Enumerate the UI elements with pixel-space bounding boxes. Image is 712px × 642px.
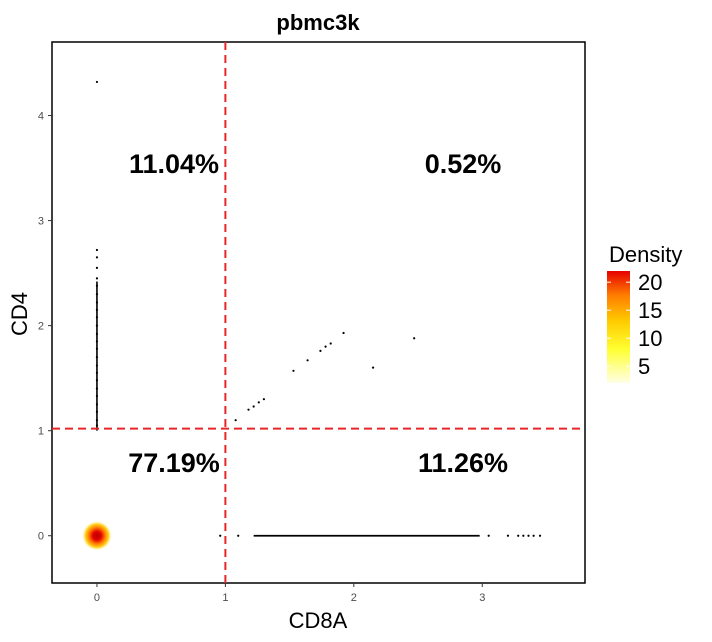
data-point: [319, 349, 322, 352]
x-axis-ticks: 0 1 2 3: [94, 583, 485, 604]
x-tick-label: 0: [94, 592, 100, 604]
y-axis-title: CD4: [7, 292, 32, 336]
data-point: [324, 345, 327, 348]
data-point: [306, 359, 309, 362]
data-point: [219, 534, 222, 537]
legend: Density 20 15 10 5: [607, 242, 682, 383]
plot-panel: [51, 41, 586, 584]
data-point: [95, 256, 99, 259]
data-point: [517, 534, 520, 537]
quadrant-label-lower-left: 77.19%: [128, 448, 220, 478]
data-point: [292, 369, 295, 372]
legend-label: 20: [638, 270, 662, 295]
quadrant-label-upper-right: 0.52%: [425, 149, 502, 179]
data-point: [95, 80, 99, 84]
points-layer: [95, 80, 542, 537]
quadrant-label-lower-right: 11.26%: [418, 448, 508, 478]
data-point: [527, 534, 530, 537]
data-point: [532, 534, 535, 537]
density-hotspot-layer: [81, 520, 112, 551]
chart-title: pbmc3k: [276, 10, 360, 35]
y-tick-label: 3: [38, 216, 44, 228]
data-point: [257, 401, 260, 404]
data-point: [522, 534, 525, 537]
data-point: [95, 277, 99, 280]
x-tick-label: 1: [222, 592, 228, 604]
data-point: [413, 337, 416, 340]
legend-ticks: 20 15 10 5: [607, 270, 662, 379]
y-tick-label: 1: [38, 426, 44, 438]
y-tick-label: 4: [38, 111, 44, 123]
data-point: [247, 408, 250, 411]
data-point: [234, 419, 237, 422]
x-tick-label: 2: [351, 592, 357, 604]
legend-title: Density: [609, 242, 682, 267]
legend-label: 5: [638, 354, 650, 379]
quadrant-label-upper-left: 11.04%: [129, 149, 219, 179]
data-point: [371, 366, 375, 369]
legend-label: 10: [638, 326, 662, 351]
legend-label: 15: [638, 298, 662, 323]
data-point: [342, 331, 345, 335]
data-point: [95, 266, 99, 269]
data-point: [252, 405, 255, 408]
data-point: [237, 534, 240, 537]
data-point: [329, 342, 332, 345]
x-axis-title: CD8A: [289, 608, 348, 633]
data-point: [487, 534, 490, 537]
legend-colorbar: [607, 271, 630, 383]
y-axis-ticks: 0 1 2 3 4: [38, 111, 52, 543]
y-tick-label: 2: [38, 321, 44, 333]
data-point: [262, 398, 266, 401]
y-tick-label: 0: [38, 531, 44, 543]
density-hotspot: [81, 520, 112, 551]
data-point: [506, 534, 510, 537]
x-tick-label: 3: [479, 592, 485, 604]
data-point: [538, 534, 542, 537]
data-point: [95, 248, 99, 252]
